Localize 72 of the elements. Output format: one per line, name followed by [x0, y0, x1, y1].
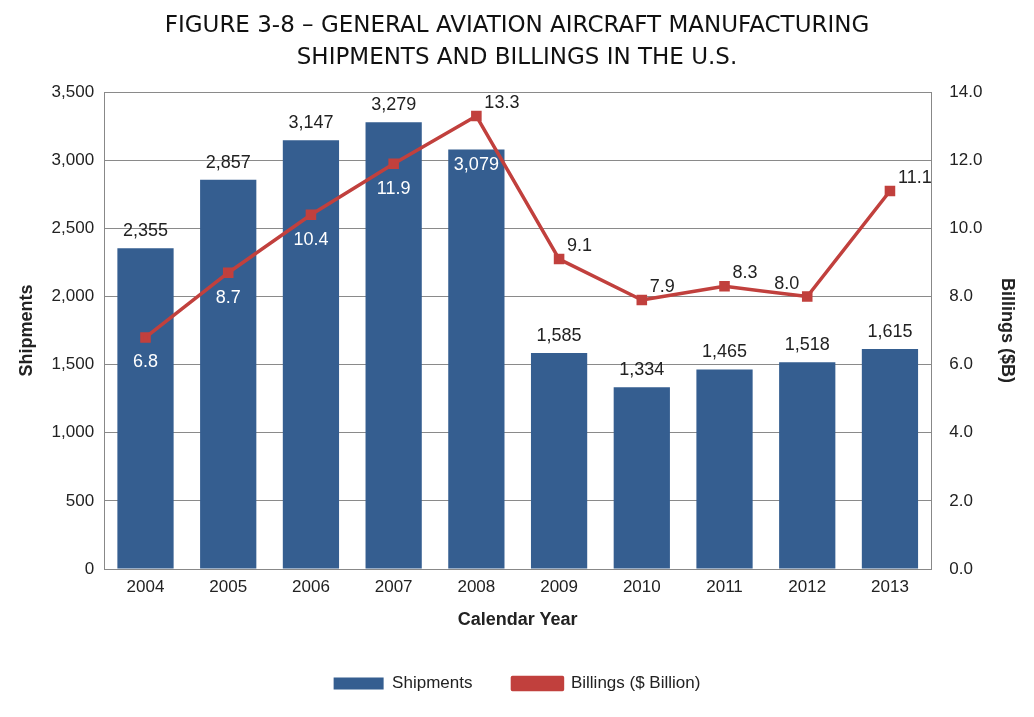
x-tick-label: 2013: [871, 576, 909, 596]
y2-tick-label: 0.0: [949, 558, 973, 578]
data-label: 11.9: [376, 177, 411, 198]
data-label: 1,465: [702, 341, 748, 362]
x-tick-label: 2005: [209, 576, 248, 596]
point: [140, 332, 151, 343]
y2-tick-label: 6.0: [949, 354, 973, 374]
bar: [861, 348, 919, 569]
x-tick-label: 2006: [292, 576, 330, 596]
y2-axis-title: Billings ($B): [998, 278, 1019, 384]
bar: [200, 179, 257, 569]
data-label: 9.1: [567, 235, 593, 256]
y2-tick-label: 8.0: [949, 286, 973, 306]
bar: [282, 140, 340, 569]
data-label: 10.4: [293, 228, 329, 249]
point: [553, 253, 565, 265]
x-tick-label: 2012: [788, 576, 827, 596]
bar: [117, 248, 174, 569]
bar: [530, 353, 588, 569]
data-label: 11.1: [897, 166, 932, 187]
data-label: 13.3: [484, 92, 520, 113]
y2-tick-label: 14.0: [949, 81, 983, 101]
data-label: 8.3: [732, 262, 758, 283]
legend-label: Billings ($ Billion): [570, 673, 701, 693]
x-tick-label: 2008: [457, 576, 496, 596]
bar: [779, 362, 836, 569]
point: [471, 110, 482, 122]
y2-tick-label: 4.0: [949, 422, 973, 442]
data-label: 7.9: [649, 275, 675, 296]
y-axis-title: Shipments: [15, 284, 36, 377]
legend-label: Shipments: [392, 673, 473, 693]
x-tick-label: 2007: [374, 576, 413, 596]
point: [222, 267, 234, 278]
y2-tick-label: 12.0: [949, 150, 983, 169]
data-label: 6.8: [132, 351, 159, 372]
point: [801, 291, 813, 302]
data-label: 8.0: [774, 272, 800, 293]
data-label: 3,279: [371, 94, 417, 115]
bar: [613, 387, 670, 569]
data-label: 3,079: [453, 153, 499, 174]
x-axis-title: Calendar Year: [457, 609, 578, 630]
bar: [365, 122, 422, 569]
bar: [696, 369, 753, 569]
point: [305, 209, 317, 221]
x-tick-label: 2009: [540, 576, 578, 596]
y-tick-label: 0: [84, 558, 95, 578]
y2-tick-label: 10.0: [949, 218, 983, 238]
point: [636, 294, 648, 306]
y-tick-label: 2,000: [51, 286, 95, 306]
point: [388, 158, 399, 170]
y-tick-label: 500: [65, 490, 95, 510]
x-tick-label: 2004: [126, 576, 165, 596]
point: [884, 185, 896, 197]
data-label: 2,857: [205, 151, 251, 172]
x-tick-label: 2010: [622, 576, 661, 596]
y2-tick-label: 2.0: [949, 490, 973, 510]
chart-title: FIGURE 3-8 – GENERAL AVIATION AIRCRAFT MANUFACTURING SHIPMENTS AND BILLINGS IN THE U.S.: [163, 10, 871, 71]
data-label: 1,615: [867, 320, 913, 341]
data-label: 3,147: [288, 112, 334, 133]
y-tick-label: 1,500: [51, 354, 95, 374]
y-tick-label: 1,000: [51, 422, 95, 442]
data-label: 2,355: [122, 220, 169, 241]
data-label: 1,518: [784, 334, 830, 355]
x-tick-label: 2011: [706, 576, 743, 596]
data-label: 1,585: [536, 325, 582, 346]
y-tick-label: 3,500: [51, 81, 95, 101]
point: [719, 281, 730, 292]
y-tick-label: 3,000: [51, 150, 95, 169]
y-tick-label: 2,500: [51, 218, 95, 238]
bar: [448, 149, 505, 569]
data-label: 1,334: [619, 359, 665, 380]
data-label: 8.7: [215, 286, 241, 307]
